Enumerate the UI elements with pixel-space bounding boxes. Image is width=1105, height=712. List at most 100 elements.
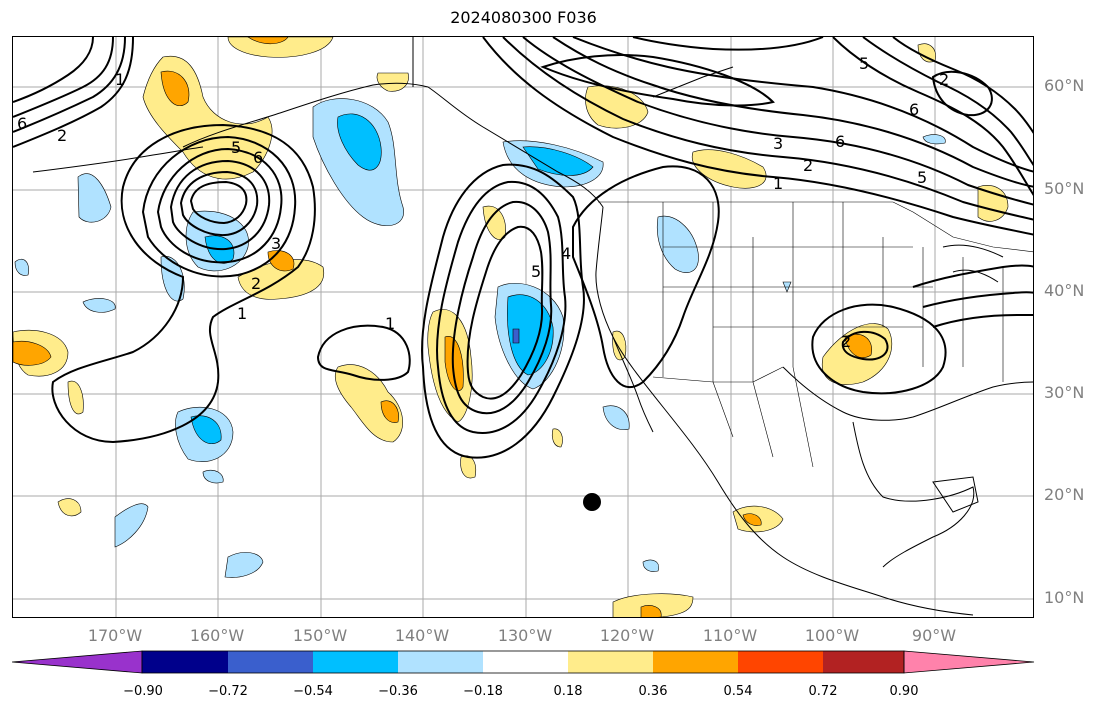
contour-low-5	[179, 170, 259, 237]
contour-ne-4	[931, 70, 993, 117]
contour-labels: 1 2 3 5 6 1 5 4 1 2 3 6 6 2 2 6 2 1 5 5	[17, 54, 949, 351]
lon-label-120w: 120°W	[599, 626, 655, 645]
colorbar-segment	[823, 651, 904, 673]
contour-label: 6	[17, 114, 27, 133]
contour-label: 6	[909, 100, 919, 119]
map-canvas: 1 2 3 5 6 1 5 4 1 2 3 6 6 2 2 6 2 1 5 5	[13, 37, 1033, 617]
contour-ridge-5	[572, 37, 1033, 173]
colorbar-segment	[313, 651, 398, 673]
contour-label: 1	[237, 304, 247, 323]
contour-se-1	[912, 264, 1033, 288]
alaska-coast	[182, 82, 604, 208]
shade-hi-east-pos	[482, 205, 506, 240]
contour-ridge-3	[522, 37, 1033, 206]
shade-bering-core	[160, 70, 190, 107]
contour-low-6	[189, 180, 248, 225]
contour-label: 2	[251, 274, 261, 293]
contour-label: 1	[773, 174, 783, 193]
contour-label: 3	[271, 234, 281, 253]
contour-texas-inner	[841, 330, 889, 361]
colorbar-tick: 0.18	[553, 684, 583, 699]
contour-label: 2	[803, 156, 813, 175]
colorbar-segment	[483, 651, 568, 673]
shade-texas-core	[844, 333, 872, 358]
coastlines	[32, 37, 1033, 616]
contour-label: 2	[57, 126, 67, 145]
colorbar-segment	[228, 651, 313, 673]
contour-label: 6	[253, 148, 263, 167]
west-coast	[595, 206, 974, 616]
colorbar-tick: −0.18	[463, 684, 503, 699]
shade-small-4	[642, 559, 659, 572]
contour-low-3	[156, 147, 283, 264]
contour-label: 4	[561, 244, 571, 263]
shade-canada-pos	[585, 85, 649, 129]
yucatan	[932, 476, 979, 513]
colorbar-extend-max	[903, 650, 1035, 674]
mexico-gulf	[852, 421, 975, 568]
contour-texas	[811, 303, 947, 395]
shade-offshore-deep	[512, 328, 520, 344]
shade-offshore-pos-core	[444, 336, 464, 392]
location-marker	[583, 493, 601, 511]
us-canada-border	[598, 201, 1033, 253]
colorbar-extend-min	[12, 650, 143, 674]
gulf-coast	[782, 366, 1033, 421]
contour-ne-2	[862, 37, 1033, 166]
shade-small-5	[202, 469, 224, 484]
shade-plains-neg	[656, 215, 699, 273]
contour-low-2	[141, 135, 297, 278]
shade-canada3-pos	[376, 72, 409, 92]
shade-baja-neg	[602, 405, 630, 430]
colorbar-segment	[738, 651, 823, 673]
shade-bottom-pos	[612, 593, 694, 617]
map-title: 2024080300 F036	[450, 8, 597, 27]
contour-low-1	[51, 123, 316, 444]
contour-ridge-1	[482, 37, 1033, 236]
colorbar-tick: −0.72	[208, 684, 248, 699]
aleutian-chain	[32, 146, 204, 173]
contour-ridge-2	[502, 37, 1033, 221]
colorbar-tick: 0.54	[723, 684, 753, 699]
lon-label-160w: 160°W	[189, 626, 245, 645]
contour-ne-1	[832, 37, 1033, 196]
shade-top-core	[247, 37, 289, 45]
height-contours	[13, 37, 1033, 459]
baja	[612, 336, 654, 433]
contour-nw-3	[13, 37, 134, 148]
shade-small-1	[82, 298, 116, 313]
colorbar-segment	[142, 651, 228, 673]
contour-trough-3	[451, 200, 553, 415]
shade-small-3	[922, 134, 946, 145]
contour-label: 6	[835, 132, 845, 151]
lat-label-40n: 40°N	[1044, 281, 1085, 300]
contour-ridge-4	[552, 37, 1033, 188]
shade-canada2-pos	[691, 149, 767, 189]
shade-south-blob	[114, 503, 149, 548]
colorbar-segment	[398, 651, 483, 673]
us-mexico-border	[652, 366, 784, 383]
lat-label-20n: 20°N	[1044, 485, 1085, 504]
shade-hawaii-core	[190, 415, 222, 445]
contour-label: 5	[917, 168, 927, 187]
shade-tropics-core	[742, 513, 762, 526]
lon-label-90w: 90°W	[911, 626, 957, 645]
contour-se-3	[932, 314, 1033, 328]
colorbar-tick: −0.54	[293, 684, 333, 699]
colorbar-segment	[653, 651, 738, 673]
map-panel: 1 2 3 5 6 1 5 4 1 2 3 6 6 2 2 6 2 1 5 5	[12, 36, 1034, 618]
lat-label-30n: 30°N	[1044, 383, 1085, 402]
contour-ne-3	[892, 37, 1033, 134]
contour-mid-pac	[316, 324, 411, 381]
shade-central-pos	[334, 364, 403, 443]
colorbar	[12, 650, 1035, 674]
contour-label: 2	[841, 332, 851, 351]
contour-label: 5	[859, 54, 869, 73]
contour-label: 5	[231, 138, 241, 157]
colorbar-tick: 0.36	[638, 684, 668, 699]
positive-shading	[13, 37, 1009, 617]
shade-gulf-pos	[551, 428, 563, 448]
contour-label: 3	[773, 134, 783, 153]
shade-top-pos	[227, 37, 334, 58]
contour-ridge-inner	[540, 54, 775, 107]
